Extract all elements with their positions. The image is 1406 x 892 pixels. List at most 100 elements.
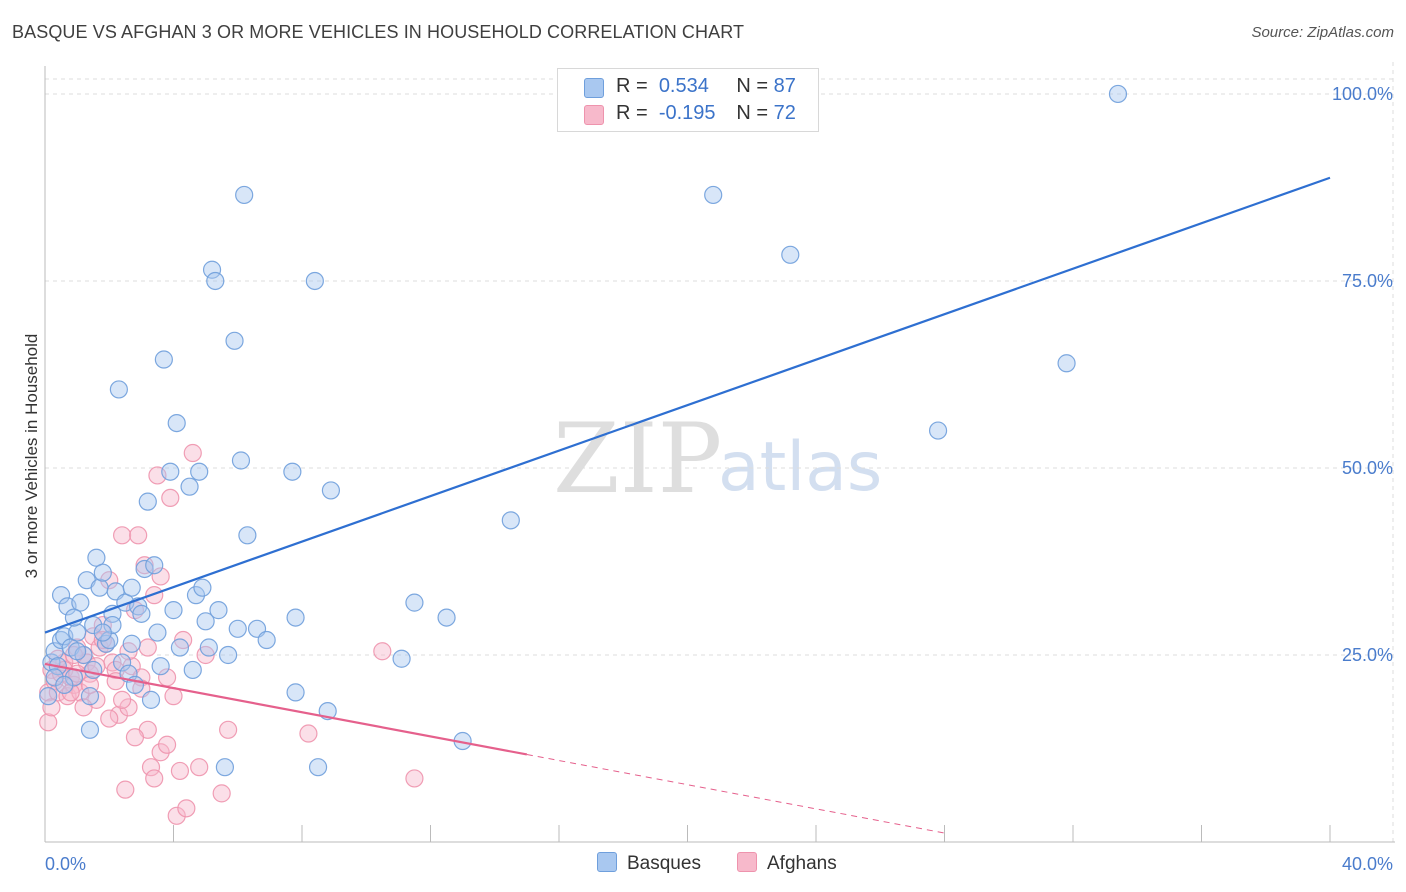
basque-point	[235, 185, 254, 205]
afghan-point	[373, 642, 392, 661]
basque-point	[928, 421, 948, 440]
y-tick-label: 100.0%	[1332, 84, 1393, 104]
afghan-trendline	[44, 662, 528, 756]
basque-point	[199, 638, 218, 657]
watermark: ZIP atlas	[553, 403, 882, 515]
afghan-series	[39, 443, 424, 825]
y-tick-labels: 25.0% 50.0% 75.0% 100.0%	[1332, 84, 1393, 665]
basque-point	[286, 608, 305, 627]
afghan-point	[138, 638, 157, 657]
basque-point	[392, 649, 411, 668]
basque-point	[93, 623, 112, 642]
afghan-point	[157, 735, 177, 754]
afghan-point	[183, 443, 202, 463]
legend-n-value: 72	[773, 102, 796, 124]
bottom-legend-basques-label: Basques	[627, 853, 701, 874]
basque-point	[781, 245, 800, 264]
afghan-point	[112, 690, 132, 709]
afghan-point	[405, 769, 424, 788]
legend-r-value: -0.195	[658, 102, 716, 124]
basque-point	[87, 548, 106, 567]
basque-point	[231, 451, 251, 470]
x-tick-label: 40.0%	[1342, 854, 1393, 874]
bottom-legend-afghans-label: Afghans	[767, 853, 837, 874]
bottom-legend-afghans[interactable]: Afghans	[737, 852, 837, 876]
afghan-point	[129, 526, 148, 545]
basque-point	[112, 653, 132, 672]
trendlines	[44, 176, 1331, 834]
afghan-point	[39, 713, 58, 732]
y-tick-label: 25.0%	[1342, 645, 1393, 665]
afghan-point	[167, 806, 186, 825]
y-tick-label: 75.0%	[1342, 271, 1393, 291]
basque-point	[51, 586, 71, 605]
afghan-swatch	[584, 105, 604, 125]
basque-point	[180, 477, 199, 496]
basque-series	[39, 84, 1128, 777]
legend-n-value: 87	[773, 75, 796, 97]
afghan-point	[212, 784, 231, 803]
basque-point	[80, 720, 100, 739]
afghan-point	[48, 683, 67, 702]
basque-point	[238, 526, 257, 545]
afghan-point	[61, 683, 80, 702]
basque-point	[190, 462, 209, 481]
basque-point	[167, 413, 186, 433]
afghan-trendline-extension	[526, 753, 945, 834]
basque-point	[93, 563, 112, 582]
legend-afghan-text: R = -0.195 N = 72	[616, 102, 796, 125]
source-label: Source: ZipAtlas.com	[1251, 24, 1394, 41]
basque-point	[215, 758, 234, 777]
afghan-point	[42, 698, 61, 717]
afghan-point	[74, 698, 93, 717]
correlation-legend: R = 0.534 N = 87 R = -0.195 N = 72	[557, 68, 819, 132]
basque-point	[100, 630, 119, 650]
afghan-point	[190, 758, 209, 777]
basque-point	[228, 619, 247, 638]
afghan-point	[71, 683, 90, 702]
basque-point	[68, 642, 87, 661]
x-tick-label: 0.0%	[45, 854, 86, 874]
basque-point	[164, 601, 183, 620]
basque-point	[1108, 84, 1128, 104]
basque-point	[132, 604, 151, 623]
basque-point	[109, 380, 128, 399]
basque-point	[405, 593, 424, 612]
basque-point	[286, 683, 305, 702]
basque-point	[151, 657, 170, 676]
basque-point	[103, 615, 122, 635]
basque-point	[206, 271, 225, 291]
basque-point	[183, 660, 202, 680]
y-tick-label: 50.0%	[1342, 458, 1393, 478]
legend-r-label: R =	[616, 75, 648, 97]
basque-point	[257, 630, 276, 650]
afghan-point	[161, 488, 180, 508]
basque-point	[704, 185, 723, 205]
basque-point	[202, 260, 222, 279]
basque-point	[321, 481, 341, 500]
afghan-point	[141, 758, 161, 777]
afghan-point	[151, 567, 170, 586]
afghan-point	[116, 780, 135, 799]
afghan-point	[299, 724, 318, 743]
basque-point	[68, 623, 87, 642]
legend-n-label: N =	[736, 102, 769, 124]
afghan-point	[109, 705, 128, 724]
basque-point	[209, 601, 228, 620]
basque-point	[193, 578, 212, 597]
basque-point	[305, 271, 324, 291]
legend-basque-text: R = 0.534 N = 87	[616, 75, 796, 98]
y-axis-title: 3 or more Vehicles in Household	[22, 334, 41, 579]
basque-point	[308, 758, 328, 777]
basque-point	[196, 612, 215, 631]
afghan-point	[170, 761, 190, 781]
basque-point	[45, 668, 64, 687]
basque-point	[437, 608, 456, 627]
afghan-point	[112, 526, 132, 545]
afghan-point	[219, 720, 238, 739]
basque-point	[80, 687, 100, 706]
bottom-legend-basques[interactable]: Basques	[597, 852, 701, 876]
afghan-point	[145, 769, 164, 788]
basque-point	[122, 578, 141, 597]
